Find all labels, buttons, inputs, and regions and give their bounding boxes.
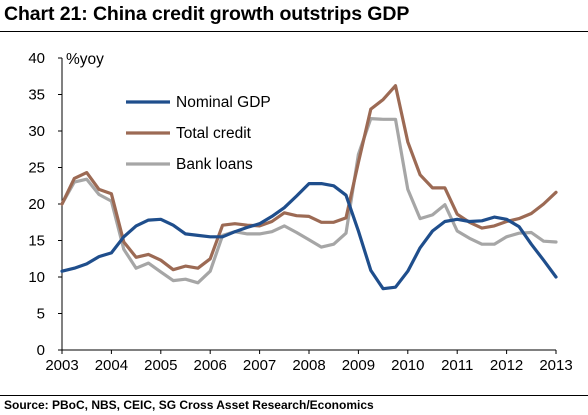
x-ticks: 2003 2004 2005 2006 2007 2008 2009 2010 2011 2012… [45,350,573,374]
title-divider [0,31,588,32]
source-divider [0,395,588,396]
series-line-nominal-gdp [60,182,558,291]
y-tick-label: 25 [28,160,45,177]
x-tick-label: 2009 [342,357,375,374]
source-note: Source: PBoC, NBS, CEIC, SG Cross Asset … [4,398,374,412]
y-tick-label: 40 [28,50,45,67]
x-tick-label: 2008 [292,357,325,374]
y-unit-label: %yoy [66,51,104,68]
x-tick-label: 2005 [144,357,177,374]
y-tick-label: 20 [28,196,45,213]
y-tick-label: 35 [28,87,45,104]
series-line-total-credit [60,84,558,272]
y-tick-label: 5 [37,306,45,323]
x-tick-label: 2003 [45,357,78,374]
x-tick-label: 2004 [95,357,128,374]
y-tick-label: 10 [28,269,45,286]
series-lines [60,84,558,291]
y-tick-label: 15 [28,233,45,250]
y-tick-label: 30 [28,123,45,140]
legend-label: Total credit [176,125,252,142]
x-tick-label: 2007 [243,357,276,374]
x-tick-label: 2011 [441,357,473,374]
legend-label: Nominal GDP [176,94,271,111]
x-tick-label: 2013 [539,357,572,374]
x-tick-label: 2010 [391,357,424,374]
legend: Nominal GDP Total credit Bank loans [126,94,271,173]
x-tick-label: 2012 [490,357,523,374]
y-ticks: 0 5 10 15 20 25 30 35 40 [28,50,62,359]
chart-title: Chart 21: China credit growth outstrips … [4,3,410,25]
x-tick-label: 2006 [194,357,227,374]
legend-label: Bank loans [176,156,253,173]
y-tick-label: 0 [37,342,45,359]
series-line-bank-loans [60,117,558,285]
